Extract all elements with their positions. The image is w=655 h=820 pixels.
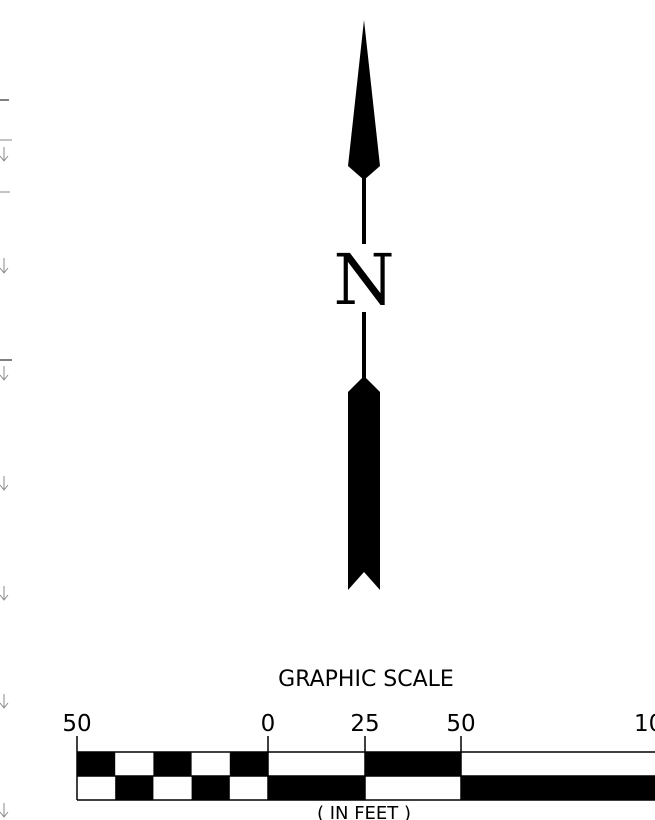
- graphic-scale: GRAPHIC SCALE 50 0 25 50 10: [62, 667, 655, 820]
- scale-bar-checkered: [77, 752, 268, 800]
- north-letter: N: [333, 239, 394, 321]
- north-arrow-tail: [348, 376, 380, 590]
- scale-units-label: ( IN FEET ): [317, 803, 411, 820]
- north-arrow: N: [333, 20, 395, 590]
- left-edge-marks: [0, 99, 12, 818]
- scale-title: GRAPHIC SCALE: [278, 667, 454, 692]
- scale-tick-label: 50: [62, 711, 91, 737]
- scale-tick-label: 50: [446, 711, 475, 737]
- scale-ticks: [76, 736, 462, 752]
- north-arrow-upper-shaft: [362, 176, 366, 244]
- scale-bar-solid: [268, 752, 655, 800]
- north-arrow-head: [348, 20, 380, 180]
- scale-tick-label: 10: [634, 711, 655, 737]
- scale-bar-outline: [76, 751, 655, 801]
- scale-tick-label: 0: [261, 711, 276, 737]
- north-arrow-lower-shaft: [362, 312, 366, 380]
- scale-tick-label: 25: [350, 711, 379, 737]
